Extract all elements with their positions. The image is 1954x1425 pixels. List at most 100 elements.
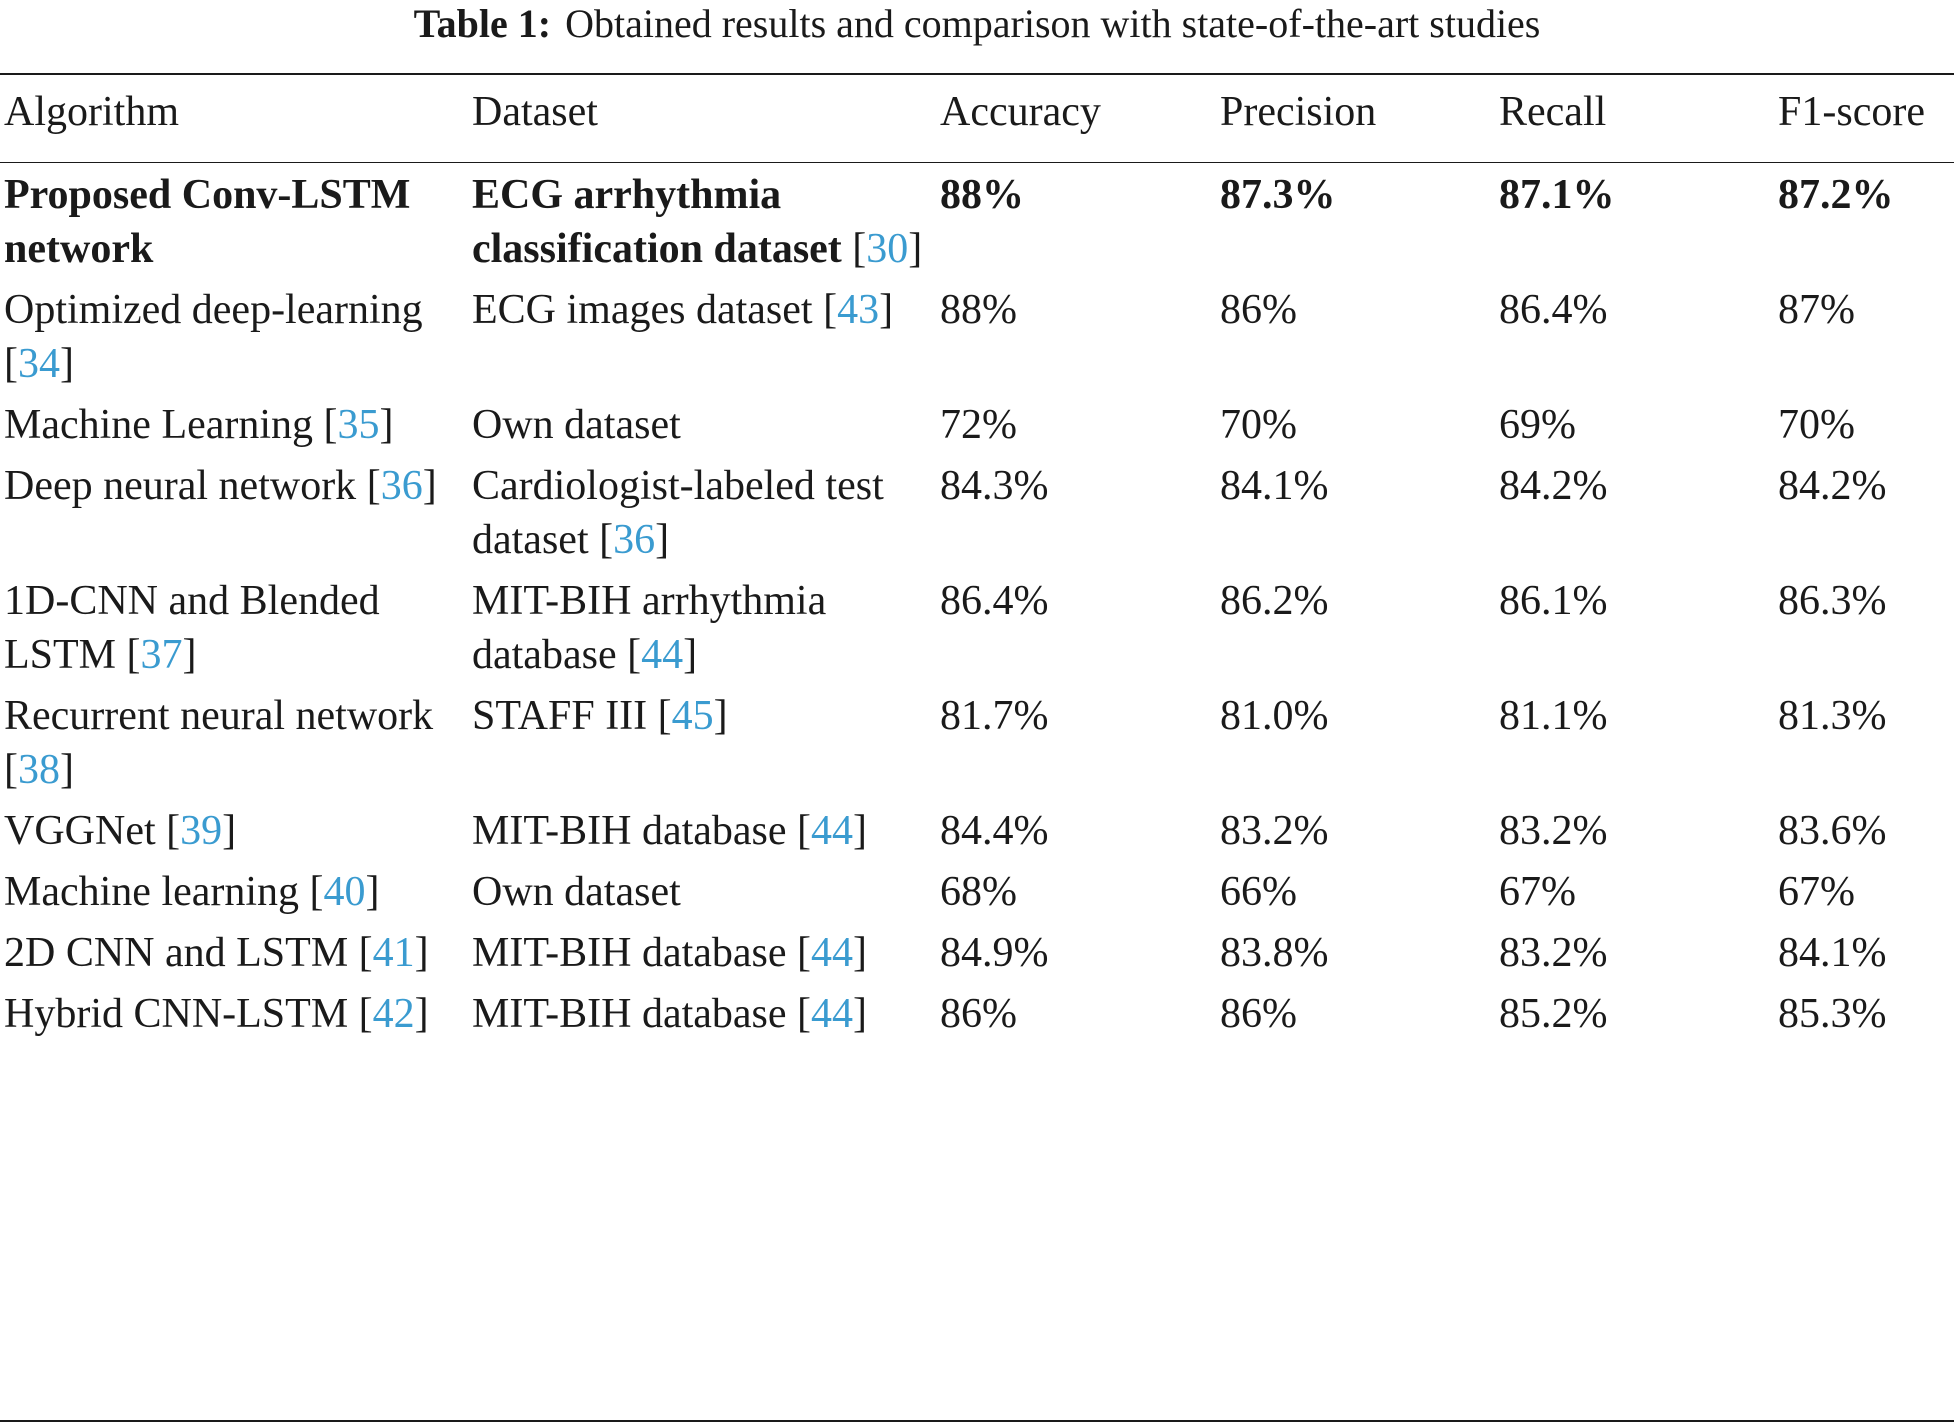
cell-dataset: Cardiologist-labeled test dataset [36]	[472, 463, 884, 563]
cell-precision-text: 86.2%	[1220, 578, 1329, 624]
cell-dataset-text: ECG images dataset	[472, 287, 813, 333]
cell-recall: 86.1%	[1495, 574, 1774, 689]
cell-recall: 67%	[1495, 865, 1774, 926]
header-f1-score: F1-score	[1778, 89, 1925, 135]
cell-algorithm-text: Machine Learning	[4, 402, 314, 448]
citation-link[interactable]: 37	[140, 632, 183, 678]
cell-accuracy-text: 81.7%	[940, 693, 1049, 739]
table-row: Machine Learning [35] Own dataset 72% 70% 69…	[0, 398, 1954, 459]
cell-accuracy-text: 88%	[940, 287, 1017, 333]
table-row: Machine learning [40] Own dataset 68% 66% 67…	[0, 865, 1954, 926]
citation-link[interactable]: 43	[837, 287, 880, 333]
cell-precision: 83.2%	[1216, 804, 1495, 865]
cell-algorithm: Deep neural network [36]	[4, 463, 437, 509]
cell-recall-text: 85.2%	[1499, 991, 1608, 1037]
cell-precision: 84.1%	[1216, 459, 1495, 574]
cell-f1-score: 84.2%	[1774, 459, 1954, 574]
citation-link[interactable]: 36	[380, 463, 423, 509]
table-row: Proposed Conv-LSTM network ECG arrhythmia…	[0, 162, 1954, 283]
cell-accuracy-text: 84.4%	[940, 808, 1049, 854]
cell-algorithm-text: Proposed Conv-LSTM network	[4, 172, 411, 272]
cell-recall: 85.2%	[1495, 987, 1774, 1048]
cell-recall-text: 67%	[1499, 869, 1576, 915]
cell-f1-score-text: 87.2%	[1778, 172, 1894, 218]
cell-recall: 83.2%	[1495, 804, 1774, 865]
citation-link[interactable]: 45	[671, 693, 714, 739]
cell-precision-text: 83.8%	[1220, 930, 1329, 976]
cell-algorithm: Recurrent neural network [38]	[4, 693, 434, 793]
cell-precision: 86.2%	[1216, 574, 1495, 689]
cell-precision: 87.3%	[1216, 162, 1495, 283]
cell-recall: 81.1%	[1495, 689, 1774, 804]
cell-f1-score-text: 87%	[1778, 287, 1855, 333]
cell-dataset-text: STAFF III	[472, 693, 648, 739]
cell-recall-text: 81.1%	[1499, 693, 1608, 739]
citation-link[interactable]: 44	[811, 930, 854, 976]
cell-algorithm: Hybrid CNN-LSTM [42]	[4, 991, 429, 1037]
cell-accuracy: 81.7%	[936, 689, 1216, 804]
cell-accuracy-text: 86.4%	[940, 578, 1049, 624]
cell-dataset-text: ECG arrhythmia classification dataset	[472, 172, 842, 272]
cell-accuracy-text: 88%	[940, 172, 1024, 218]
citation-link[interactable]: 44	[641, 632, 684, 678]
table-row: Deep neural network [36] Cardiologist-lab…	[0, 459, 1954, 574]
cell-accuracy: 84.4%	[936, 804, 1216, 865]
cell-recall: 84.2%	[1495, 459, 1774, 574]
cell-algorithm: Optimized deep-learning [34]	[4, 287, 423, 387]
citation-link[interactable]: 39	[180, 808, 223, 854]
top-rule	[0, 73, 1954, 75]
cell-dataset: MIT-BIH database [44]	[472, 808, 868, 854]
cell-algorithm: Machine learning [40]	[4, 869, 380, 915]
header-precision: Precision	[1220, 89, 1377, 135]
cell-dataset: Own dataset	[468, 398, 936, 459]
cell-f1-score-text: 84.2%	[1778, 463, 1887, 509]
table-row: 1D-CNN and Blended LSTM [37] MIT-BIH arrh…	[0, 574, 1954, 689]
cell-algorithm: VGGNet [39]	[4, 808, 237, 854]
cell-precision: 70%	[1216, 398, 1495, 459]
cell-precision-text: 81.0%	[1220, 693, 1329, 739]
cell-accuracy: 84.9%	[936, 926, 1216, 987]
cell-f1-score-text: 84.1%	[1778, 930, 1887, 976]
citation-link[interactable]: 41	[372, 930, 415, 976]
cell-accuracy: 88%	[936, 283, 1216, 398]
header-accuracy: Accuracy	[940, 89, 1101, 135]
citation-link[interactable]: 35	[337, 402, 380, 448]
citation-link[interactable]: 44	[811, 808, 854, 854]
cell-dataset: STAFF III [45]	[472, 693, 728, 739]
cell-dataset: MIT-BIH database [44]	[472, 991, 868, 1037]
cell-recall-text: 83.2%	[1499, 808, 1608, 854]
cell-precision-text: 66%	[1220, 869, 1297, 915]
cell-algorithm-text: Hybrid CNN-LSTM	[4, 991, 349, 1037]
citation-link[interactable]: 30	[866, 226, 909, 272]
citation-link[interactable]: 38	[18, 747, 60, 793]
cell-precision-text: 70%	[1220, 402, 1297, 448]
cell-dataset-text: MIT-BIH arrhythmia database	[472, 578, 827, 678]
cell-algorithm: Proposed Conv-LSTM network	[0, 162, 468, 283]
header-recall: Recall	[1499, 89, 1607, 135]
cell-dataset-text: MIT-BIH database	[472, 808, 787, 854]
citation-link[interactable]: 36	[613, 517, 656, 563]
cell-f1-score-text: 85.3%	[1778, 991, 1887, 1037]
table-body: Proposed Conv-LSTM network ECG arrhythmia…	[0, 162, 1954, 1048]
cell-dataset: MIT-BIH database [44]	[472, 930, 868, 976]
cell-f1-score-text: 86.3%	[1778, 578, 1887, 624]
cell-precision-text: 86%	[1220, 991, 1297, 1037]
citation-link[interactable]: 34	[18, 341, 60, 387]
cell-accuracy-text: 72%	[940, 402, 1017, 448]
cell-f1-score-text: 67%	[1778, 869, 1855, 915]
cell-recall-text: 86.4%	[1499, 287, 1608, 333]
citation-link[interactable]: 40	[323, 869, 366, 915]
citation-link[interactable]: 44	[811, 991, 854, 1037]
table-row: VGGNet [39] MIT-BIH database [44] 84.4% 83.…	[0, 804, 1954, 865]
citation-link[interactable]: 42	[372, 991, 415, 1037]
cell-accuracy: 72%	[936, 398, 1216, 459]
cell-algorithm-text: 1D-CNN and Blended LSTM	[4, 578, 380, 678]
cell-dataset: ECG images dataset [43]	[472, 287, 894, 333]
cell-accuracy-text: 68%	[940, 869, 1017, 915]
cell-recall: 87.1%	[1495, 162, 1774, 283]
cell-f1-score-text: 70%	[1778, 402, 1855, 448]
cell-dataset-text: Own dataset	[472, 869, 681, 915]
table-caption: Table 1: Obtained results and comparison …	[0, 0, 1954, 52]
cell-f1-score: 83.6%	[1774, 804, 1954, 865]
cell-recall-text: 87.1%	[1499, 172, 1615, 218]
